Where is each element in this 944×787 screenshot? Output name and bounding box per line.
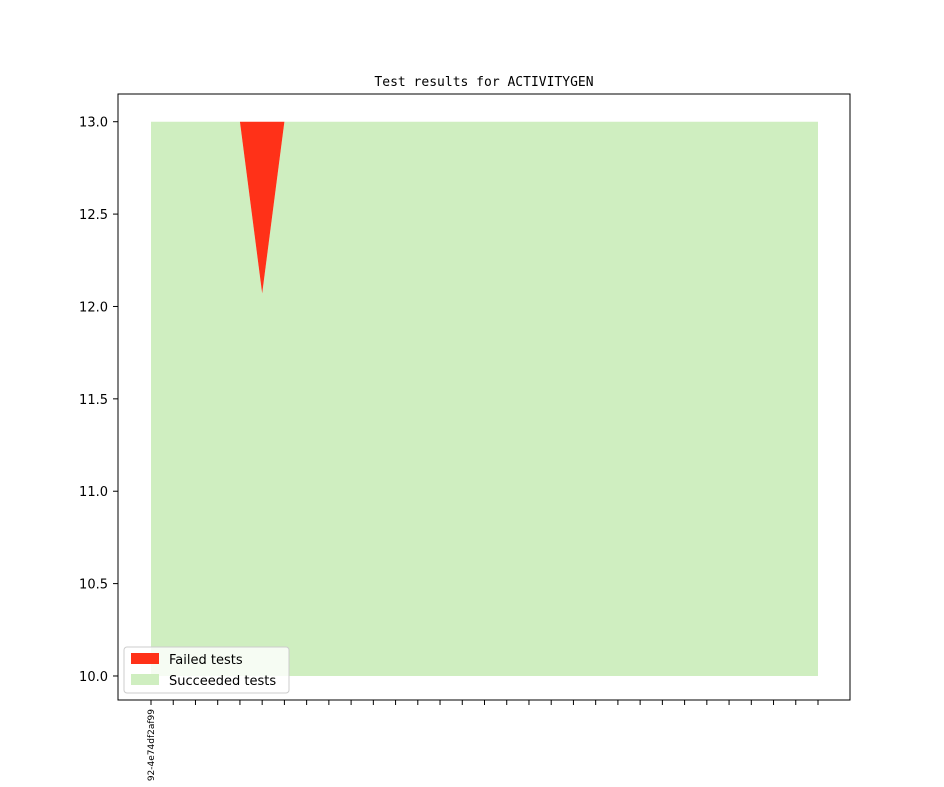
legend-swatch-succeeded — [131, 674, 159, 685]
plot-areas — [151, 121, 818, 676]
legend-label-succeeded: Succeeded tests — [169, 674, 276, 689]
y-tick-label: 12.0 — [79, 300, 108, 315]
chart-title: Test results for ACTIVITYGEN — [374, 75, 593, 90]
legend-label-failed: Failed tests — [169, 653, 243, 668]
legend: Failed tests Succeeded tests — [123, 646, 290, 694]
area-succeeded-tests — [151, 121, 818, 676]
y-axis: 10.0 10.5 11.0 11.5 12.0 12.5 13.0 — [79, 116, 118, 685]
y-tick-label: 13.0 — [79, 116, 108, 131]
y-tick-label: 11.0 — [79, 485, 108, 500]
y-tick-label: 11.5 — [79, 393, 108, 408]
y-tick-label: 12.5 — [79, 208, 108, 223]
legend-box — [123, 646, 290, 694]
y-tick-label: 10.5 — [79, 578, 108, 593]
x-tick-label: 92-4e74df2af99 — [147, 709, 157, 781]
y-tick-label: 10.0 — [79, 670, 108, 685]
legend-swatch-failed — [131, 653, 159, 664]
x-axis: 92-4e74df2af99 — [147, 700, 819, 781]
